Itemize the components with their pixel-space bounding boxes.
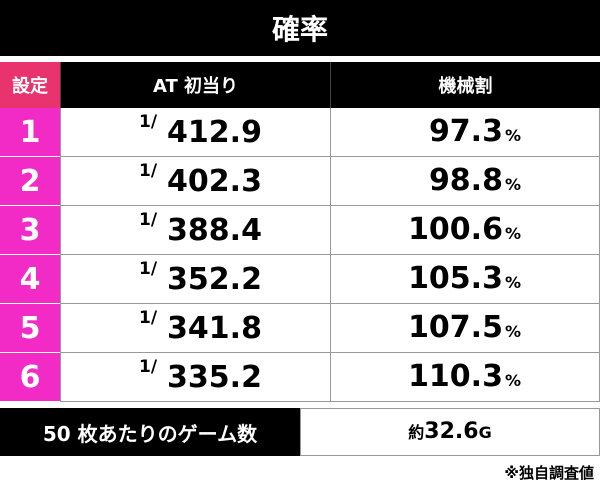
payout-unit: % — [504, 175, 521, 194]
at-prefix: 1/ — [139, 308, 158, 328]
at-prefix: 1/ — [139, 259, 158, 279]
payout-value: 107.5 — [408, 310, 503, 345]
title: 確率 — [0, 0, 600, 56]
at-cell: 1/412.9 — [60, 108, 330, 157]
at-value: 335.2 — [167, 359, 262, 395]
payout-unit: % — [504, 224, 521, 243]
footer-unit: G — [478, 423, 492, 442]
payout-value: 98.8 — [428, 163, 503, 198]
payout-value: 110.3 — [408, 359, 503, 394]
setting-cell: 6 — [0, 353, 60, 402]
payout-unit: % — [504, 273, 521, 292]
payout-unit: % — [504, 322, 521, 341]
at-cell: 1/402.3 — [60, 157, 330, 206]
payout-cell: 98.8% — [330, 157, 600, 206]
footer-value: 32.6 — [424, 419, 479, 444]
at-cell: 1/335.2 — [60, 353, 330, 402]
footer-label: 50 枚あたりのゲーム数 — [0, 408, 300, 456]
setting-cell: 5 — [0, 304, 60, 353]
at-prefix: 1/ — [139, 210, 158, 230]
at-cell: 1/352.2 — [60, 255, 330, 304]
setting-cell: 3 — [0, 206, 60, 255]
payout-value: 97.3 — [428, 114, 503, 149]
at-prefix: 1/ — [139, 357, 158, 377]
at-cell: 1/388.4 — [60, 206, 330, 255]
setting-cell: 4 — [0, 255, 60, 304]
at-value: 402.3 — [167, 163, 262, 199]
footer-value-cell: 約 32.6 G — [300, 408, 600, 456]
header-payout: 機械割 — [330, 62, 600, 108]
footer-prefix: 約 — [408, 423, 425, 442]
payout-cell: 107.5% — [330, 304, 600, 353]
payout-value: 105.3 — [408, 261, 503, 296]
payout-cell: 97.3% — [330, 108, 600, 157]
note: ※独自調査値 — [504, 463, 594, 482]
at-value: 352.2 — [167, 261, 262, 297]
at-value: 412.9 — [167, 114, 262, 150]
payout-cell: 110.3% — [330, 353, 600, 402]
payout-unit: % — [504, 126, 521, 145]
header-at: AT 初当り — [60, 62, 330, 108]
at-prefix: 1/ — [139, 161, 158, 181]
at-cell: 1/341.8 — [60, 304, 330, 353]
at-value: 341.8 — [167, 310, 262, 346]
payout-cell: 105.3% — [330, 255, 600, 304]
payout-cell: 100.6% — [330, 206, 600, 255]
setting-cell: 1 — [0, 108, 60, 157]
payout-unit: % — [504, 371, 521, 390]
setting-cell: 2 — [0, 157, 60, 206]
at-value: 388.4 — [167, 212, 262, 248]
header-setting: 設定 — [0, 62, 60, 108]
at-prefix: 1/ — [139, 112, 158, 132]
payout-value: 100.6 — [408, 212, 503, 247]
